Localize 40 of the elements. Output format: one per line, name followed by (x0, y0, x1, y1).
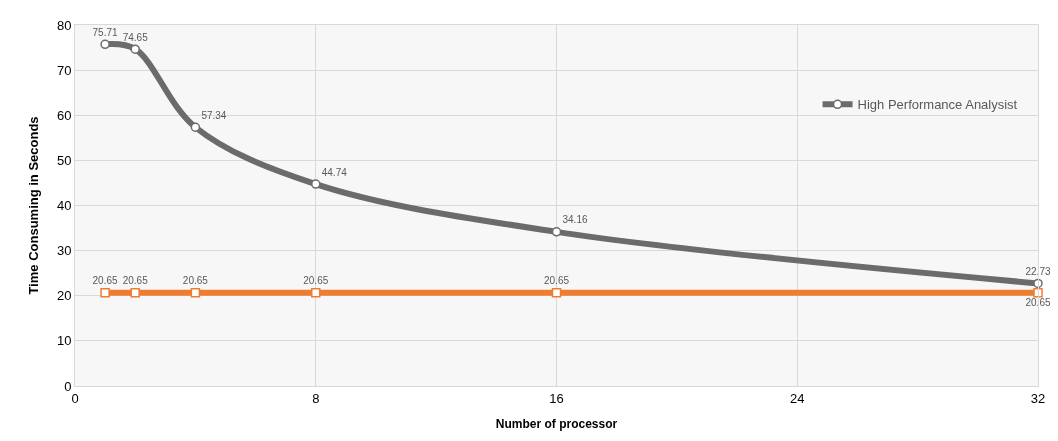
data-label: 20.65 (1025, 297, 1051, 309)
point (190, 288, 201, 298)
y-tick-label: 60 (56, 107, 72, 123)
y-tick-label: 50 (56, 152, 72, 168)
x-axis-title: Number of processor (495, 417, 618, 432)
y-tick-label: 20 (56, 288, 72, 304)
data-label: 20.65 (543, 275, 570, 287)
point (311, 288, 321, 298)
data-label: 75.71 (92, 26, 119, 38)
x-tick-label: 24 (790, 390, 805, 406)
data-label: 34.16 (562, 214, 588, 226)
point (1033, 288, 1043, 298)
point (190, 122, 201, 132)
point (551, 227, 562, 237)
y-tick-label: 10 (56, 333, 72, 349)
point (100, 39, 110, 50)
data-label: 20.65 (122, 275, 149, 287)
legend-label: High Performance Analysist (857, 97, 1018, 113)
point (130, 44, 140, 54)
point (1033, 278, 1043, 289)
point (551, 288, 562, 298)
data-label: 74.65 (122, 31, 149, 43)
y-tick-label: 80 (56, 17, 72, 33)
point (311, 179, 321, 189)
y-tick-label: 70 (56, 62, 72, 78)
point (100, 288, 110, 298)
point (130, 288, 140, 298)
data-label: 20.65 (182, 275, 209, 287)
x-tick-label: 32 (1030, 390, 1046, 406)
y-axis-title: Time Consuming in Seconds (25, 116, 41, 295)
data-label: 22.73 (1025, 265, 1051, 277)
x-tick-label: 16 (549, 390, 564, 406)
data-label: 44.74 (321, 166, 348, 178)
y-tick-label: 0 (64, 378, 72, 394)
y-tick-label: 30 (56, 243, 72, 259)
y-tick-label: 40 (56, 198, 72, 214)
x-tick-label: 8 (312, 390, 320, 406)
data-label: 57.34 (201, 109, 227, 121)
data-label: 20.65 (303, 275, 329, 287)
data-label: 20.65 (92, 275, 119, 287)
